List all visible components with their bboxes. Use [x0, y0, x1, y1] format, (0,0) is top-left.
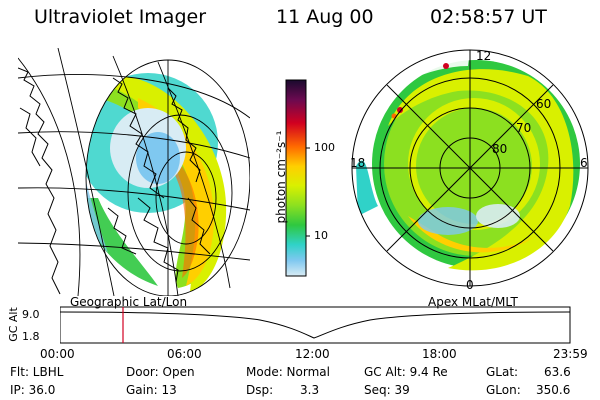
lat-label-80: 80 [492, 142, 507, 156]
colorbar-tick-100: 100 [314, 141, 335, 154]
instrument-title: Ultraviolet Imager [34, 6, 207, 28]
lat-label-70: 70 [516, 121, 531, 135]
info-dsp-label: Dsp: [246, 383, 274, 397]
polar-aurora-image: 12 18 6 0 60 70 80 [350, 49, 589, 290]
apex-caption: Apex MLat/MLT [428, 295, 518, 309]
colorbar-gradient [285, 79, 307, 277]
aurora-emission-geo [86, 73, 227, 292]
lat-label-60: 60 [536, 97, 551, 111]
timeline-ytick-1.8: 1.8 [22, 330, 40, 343]
timeline-xtick-0: 00:00 [40, 347, 75, 361]
timeline-xtick-2: 12:00 [295, 347, 330, 361]
info-gc-alt: GC Alt: 9.4 Re [364, 365, 448, 379]
info-gain: Gain: 13 [126, 383, 177, 397]
colorbar [285, 79, 310, 277]
mlt-label-6: 6 [580, 156, 588, 170]
colorbar-tick-10: 10 [314, 229, 328, 242]
info-door: Door: Open [126, 365, 195, 379]
mlt-label-12: 12 [476, 49, 491, 63]
timeline-ytick-9: 9.0 [22, 308, 40, 321]
info-ip: IP: 36.0 [10, 383, 56, 397]
info-dsp-value: 3.3 [300, 383, 320, 397]
info-glat-label: GLat: [486, 365, 519, 379]
colorbar-unit-label: photon cm⁻²s⁻¹ [274, 130, 288, 224]
timeline-xtick-1: 06:00 [167, 347, 202, 361]
info-filter: Flt: LBHL [10, 365, 64, 379]
mlt-label-18: 18 [350, 156, 365, 170]
altitude-timeline-plot [60, 306, 571, 344]
info-glat-value: 63.6 [544, 365, 571, 379]
mlt-label-0: 0 [466, 278, 474, 290]
info-seq: Seq: 39 [364, 383, 410, 397]
aurora-emission-polar [356, 50, 580, 271]
timeline-xtick-3: 18:00 [422, 347, 457, 361]
timeline-ylabel: GC Alt [6, 307, 20, 342]
timeline-xtick-4: 23:59 [553, 347, 588, 361]
altitude-curve [60, 311, 571, 339]
image-time: 02:58:57 UT [430, 6, 547, 28]
info-glon-value: 350.6 [536, 383, 571, 397]
geographic-caption: Geographic Lat/Lon [70, 295, 188, 309]
geographic-aurora-image [18, 48, 250, 296]
info-mode: Mode: Normal [246, 365, 330, 379]
info-glon-label: GLon: [486, 383, 521, 397]
polar-grid [351, 49, 589, 287]
image-date: 11 Aug 00 [276, 6, 374, 28]
geo-grid [18, 48, 250, 296]
